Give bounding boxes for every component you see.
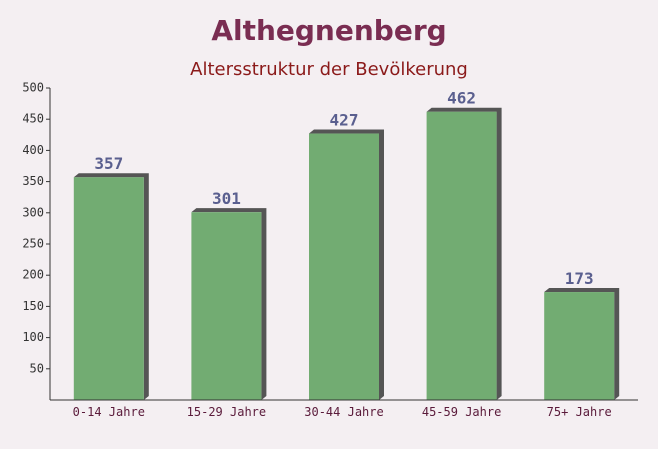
y-tick-label: 100: [22, 330, 44, 344]
y-tick-label: 200: [22, 268, 44, 282]
bar: [544, 292, 615, 400]
y-tick-label: 500: [22, 81, 44, 95]
y-tick-label: 350: [22, 174, 44, 188]
chart-title: Althegnenberg: [211, 14, 446, 47]
bar: [426, 111, 497, 400]
value-label: 173: [565, 269, 594, 288]
bar: [191, 212, 262, 400]
bar: [309, 133, 379, 400]
y-tick-label: 450: [22, 112, 44, 126]
value-label: 301: [212, 189, 241, 208]
y-tick-label: 400: [22, 143, 44, 157]
y-tick-label: 250: [22, 237, 44, 251]
value-label: 427: [330, 111, 359, 130]
y-tick-label: 150: [22, 299, 44, 313]
bar: [73, 177, 144, 400]
value-label: 357: [94, 154, 123, 173]
x-tick-label: 15-29 Jahre: [187, 405, 266, 419]
x-tick-label: 0-14 Jahre: [73, 405, 145, 419]
y-tick-label: 300: [22, 205, 44, 219]
value-label: 462: [447, 89, 476, 108]
x-tick-label: 30-44 Jahre: [304, 405, 383, 419]
y-tick-label: 50: [30, 361, 44, 375]
chart-subtitle: Altersstruktur der Bevölkerung: [190, 59, 468, 80]
x-tick-label: 45-59 Jahre: [422, 405, 501, 419]
x-tick-label: 75+ Jahre: [547, 405, 612, 419]
